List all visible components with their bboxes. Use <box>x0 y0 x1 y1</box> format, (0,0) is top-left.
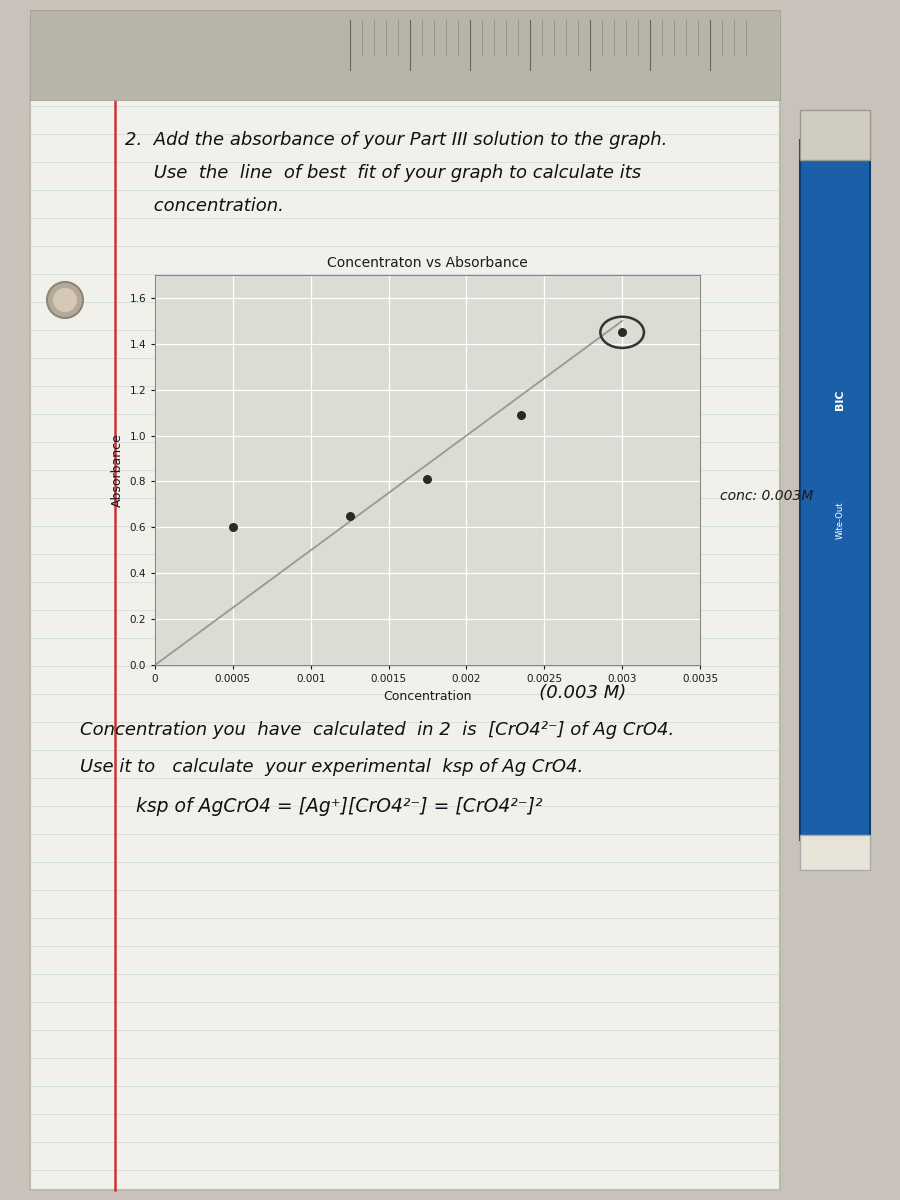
Point <box>420 469 435 488</box>
Circle shape <box>53 288 77 312</box>
Text: ksp of AgCrO4 = [Ag⁺][CrO4²⁻] = [CrO4²⁻]²: ksp of AgCrO4 = [Ag⁺][CrO4²⁻] = [CrO4²⁻]… <box>100 797 543 816</box>
X-axis label: Concentration: Concentration <box>383 690 472 702</box>
Text: Use it to   calculate  your experimental  ksp of Ag CrO4.: Use it to calculate your experimental ks… <box>80 758 583 776</box>
Bar <box>30 20 780 1190</box>
Text: concentration.: concentration. <box>125 197 284 215</box>
Point <box>342 506 356 526</box>
Title: Concentraton vs Absorbance: Concentraton vs Absorbance <box>327 256 528 270</box>
Text: conc: 0.003M: conc: 0.003M <box>720 490 814 503</box>
Circle shape <box>47 282 83 318</box>
Text: BIC: BIC <box>835 390 845 410</box>
Text: Concentration you  have  calculated  in 2  is  [CrO4²⁻] of Ag CrO4.: Concentration you have calculated in 2 i… <box>80 721 674 739</box>
Bar <box>800 835 870 870</box>
Point <box>615 323 629 342</box>
Bar <box>800 110 870 160</box>
Point <box>226 517 240 536</box>
Text: Use  the  line  of best  fit of your graph to calculate its: Use the line of best fit of your graph t… <box>125 164 641 182</box>
Bar <box>800 140 870 840</box>
Y-axis label: Absorbance: Absorbance <box>111 433 124 506</box>
Bar <box>30 10 780 100</box>
Point <box>514 406 528 425</box>
Text: 2.  Add the absorbance of your Part III solution to the graph.: 2. Add the absorbance of your Part III s… <box>125 131 668 149</box>
Text: Wite-Out: Wite-Out <box>835 502 844 539</box>
Text: (0.003 M): (0.003 M) <box>200 684 626 702</box>
